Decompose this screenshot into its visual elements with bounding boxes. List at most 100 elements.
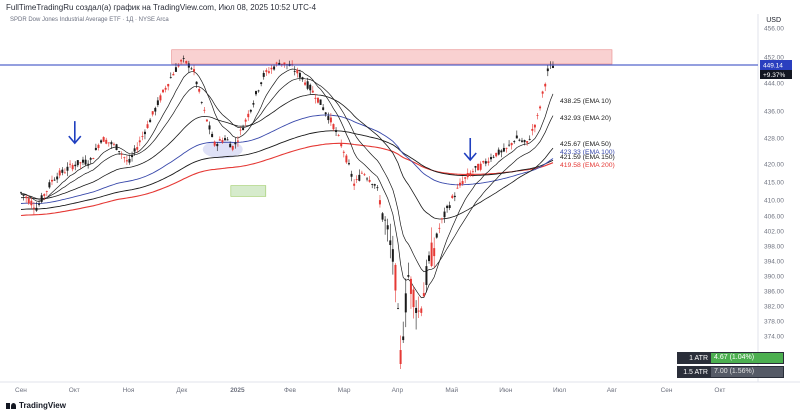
x-tick-label: Сен	[15, 387, 27, 394]
candle-body	[185, 60, 188, 64]
candle-body	[203, 109, 206, 111]
candle-body	[151, 111, 154, 115]
currency-label[interactable]: USD	[766, 17, 781, 24]
candle-body	[301, 77, 304, 80]
candle-body	[508, 144, 511, 146]
candle-body	[94, 147, 97, 151]
support-zone	[230, 185, 267, 197]
candle-body	[536, 114, 539, 116]
candle-body	[100, 140, 103, 143]
y-tick-label: 398.00	[764, 244, 784, 251]
candle-body	[420, 308, 423, 313]
candle-body	[495, 152, 498, 157]
candle-body	[102, 137, 105, 142]
candle-body	[69, 163, 72, 165]
candle-body	[528, 138, 531, 140]
candle-body	[363, 174, 366, 176]
candle-body	[466, 173, 469, 178]
candle-body	[381, 213, 384, 220]
candle-body	[180, 60, 183, 62]
candle-body	[378, 200, 381, 205]
candle-body	[107, 142, 110, 144]
candle-body	[254, 91, 257, 95]
candle-body	[143, 131, 146, 135]
candle-body	[76, 160, 79, 166]
candle-body	[138, 140, 141, 143]
candle-body	[520, 140, 523, 142]
candle-body	[112, 143, 115, 145]
candle-body	[314, 97, 317, 99]
candle-body	[66, 166, 69, 171]
candle-body	[221, 140, 224, 143]
candle-body	[267, 71, 270, 73]
candle-body	[479, 163, 482, 170]
candle-body	[402, 336, 405, 341]
candle-body	[262, 72, 265, 77]
x-tick-label: Сен	[661, 387, 673, 394]
candle-body	[231, 145, 234, 150]
candle-body	[257, 90, 260, 92]
candle-body	[415, 307, 418, 313]
ema-100-line	[20, 114, 554, 204]
last-price-value: 449.14	[763, 63, 783, 70]
down-arrow-icon	[68, 135, 82, 145]
candle-body	[105, 139, 108, 144]
candle-body	[239, 129, 242, 131]
x-tick-label: Ноя	[123, 387, 135, 394]
atr-1-label: 1 ATR	[689, 354, 708, 362]
candle-body	[136, 147, 139, 150]
ema-label-ema-200: 419.58 (EMA 200)	[560, 162, 615, 169]
candle-body	[156, 100, 159, 106]
atr-1-value: 4.67 (1.04%)	[711, 353, 783, 363]
candle-body	[391, 249, 394, 262]
candle-body	[172, 73, 175, 76]
candle-body	[97, 144, 100, 149]
x-tick-label: Апр	[392, 387, 404, 394]
resistance-zone	[171, 49, 613, 65]
tradingview-logo[interactable]: TradingView	[6, 401, 66, 410]
atr-2-value: 7.00 (1.56%)	[711, 367, 783, 377]
candle-body	[89, 158, 92, 160]
atr-2-row: 1.5 ATR 7.00 (1.56%)	[677, 366, 784, 378]
y-tick-label: 420.00	[764, 162, 784, 169]
candle-body	[249, 109, 252, 112]
candle-body	[551, 65, 554, 68]
candle-body	[451, 195, 454, 199]
y-tick-label: 456.00	[764, 26, 784, 33]
candle-body	[417, 310, 420, 312]
candle-body	[461, 181, 464, 185]
ema-150-line	[20, 130, 554, 210]
candle-body	[448, 205, 451, 209]
y-tick-label: 452.00	[764, 55, 784, 62]
candle-body	[79, 162, 82, 164]
candle-body	[118, 151, 121, 152]
candle-body	[546, 68, 549, 72]
candle-body	[25, 196, 28, 199]
candle-body	[350, 173, 353, 177]
candle-body	[71, 165, 74, 170]
candle-body	[484, 161, 487, 164]
candle-body	[22, 195, 25, 196]
candle-body	[337, 135, 340, 136]
x-tick-label: Июн	[499, 387, 513, 394]
tradingview-icon	[6, 402, 16, 409]
candle-body	[322, 107, 325, 110]
y-tick-label: 406.00	[764, 214, 784, 221]
y-tick-label: 402.00	[764, 229, 784, 236]
candle-body	[53, 179, 56, 181]
candle-body	[278, 62, 281, 66]
brand-name: TradingView	[19, 401, 66, 410]
candle-body	[247, 113, 250, 118]
y-tick-label: 386.00	[764, 289, 784, 296]
candle-body	[492, 156, 495, 158]
candle-body	[523, 140, 526, 143]
candle-body	[63, 172, 66, 174]
candle-body	[368, 179, 371, 182]
candle-body	[74, 164, 77, 167]
candle-body	[141, 136, 144, 137]
candle-body	[177, 64, 180, 67]
candle-body	[422, 293, 425, 297]
candle-body	[373, 184, 376, 186]
symbol-title: SPDR Dow Jones Industrial Average ETF · …	[10, 17, 169, 23]
